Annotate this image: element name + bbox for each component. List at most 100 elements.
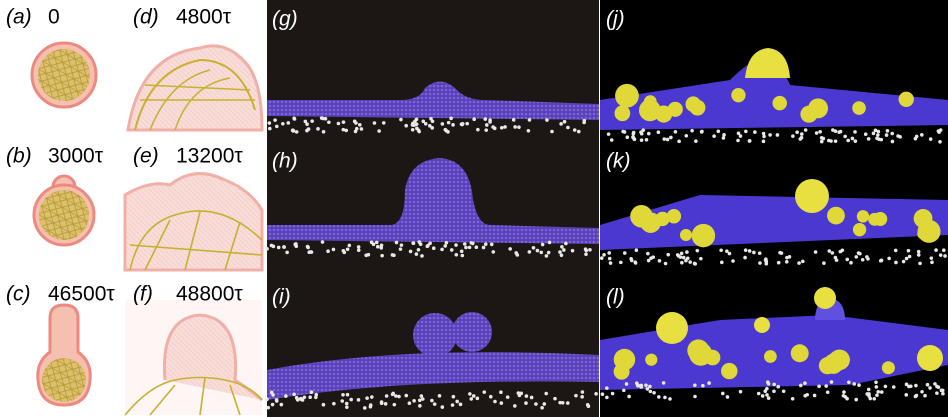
lipid-bead (528, 250, 532, 254)
lipid-bead (488, 120, 492, 124)
panel-label: (h) (272, 150, 298, 173)
lipid-bead (354, 130, 358, 134)
protein-patch (917, 228, 929, 240)
zoom-e (125, 174, 262, 270)
lipid-bead (424, 122, 428, 126)
lipid-bead (399, 247, 403, 251)
lipid-bead (679, 255, 683, 259)
protein-patch (873, 212, 887, 226)
lipid-bead (694, 139, 698, 143)
lipid-bead (830, 380, 834, 384)
lipid-bead (941, 392, 945, 396)
lipid-bead (817, 384, 821, 388)
panel-caption: 0 (48, 6, 60, 29)
lipid-bead (918, 262, 922, 266)
lipid-bead (426, 245, 430, 249)
lipid-bead (765, 393, 769, 397)
lipid-bead (721, 392, 725, 396)
lipid-bead (645, 138, 649, 142)
lipid-bead (693, 383, 697, 387)
lipid-bead (826, 391, 830, 395)
lipid-bead (370, 395, 374, 399)
lipid-bead (358, 123, 362, 127)
lipid-bead (851, 137, 855, 141)
lipid-bead (842, 394, 846, 398)
lipid-bead (322, 130, 326, 134)
lipid-bead (506, 395, 510, 399)
lipid-bead (268, 121, 272, 125)
lipid-bead (722, 133, 726, 137)
lipid-bead (459, 403, 463, 407)
lipid-bead (417, 248, 421, 252)
lipid-bead (627, 395, 631, 399)
lipid-bead (305, 129, 309, 133)
lipid-bead (409, 250, 413, 254)
lipid-bead (601, 392, 605, 396)
lipid-bead (528, 118, 532, 122)
lipid-bead (275, 125, 279, 129)
lipid-bead (772, 383, 776, 387)
lipid-bead (688, 260, 692, 264)
lipid-bead (314, 393, 318, 397)
bud-i1 (413, 313, 457, 357)
lipid-bead (332, 248, 336, 252)
lipid-bead (646, 252, 650, 256)
lipid-bead (399, 118, 403, 122)
lipid-bead (411, 128, 415, 132)
lipid-bead (384, 402, 388, 406)
lipid-bead (563, 120, 567, 124)
lipid-bead (928, 386, 932, 390)
lipid-bead (814, 250, 818, 254)
lipid-bead (748, 249, 752, 253)
protein-patch (614, 364, 630, 380)
lipid-bead (894, 261, 898, 265)
lipid-bead (412, 399, 416, 403)
lipid-bead (602, 253, 606, 257)
vesicle-b (34, 176, 94, 245)
lipid-bead (778, 251, 782, 255)
lipid-bead (908, 255, 912, 259)
lipid-bead (725, 249, 729, 253)
lipid-bead (280, 403, 284, 407)
lipid-bead (295, 244, 299, 248)
lipid-bead (610, 138, 614, 142)
lipid-bead (886, 129, 890, 133)
protein-patch (655, 105, 672, 122)
lipid-bead (308, 395, 312, 399)
lipid-bead (797, 261, 801, 265)
lipid-bead (445, 241, 449, 245)
lipid-bead (465, 122, 469, 126)
lipid-bead (571, 249, 575, 253)
lipid-bead (696, 249, 700, 253)
protein-patch (630, 205, 653, 228)
lipid-bead (639, 385, 643, 389)
lipid-bead (799, 384, 803, 388)
lipid-bead (609, 261, 613, 265)
lipid-bead (428, 242, 432, 246)
lipid-bead (680, 261, 684, 265)
lipid-bead (265, 247, 269, 251)
lipid-bead (441, 122, 445, 126)
vesicle-a (32, 43, 96, 107)
lipid-bead (880, 259, 884, 263)
lipid-bead (891, 140, 895, 144)
lipid-bead (657, 395, 661, 399)
lipid-bead (761, 394, 765, 398)
lipid-bead (573, 128, 577, 132)
lipid-bead (430, 399, 434, 403)
lipid-bead (513, 125, 517, 129)
lipid-bead (449, 117, 453, 121)
lipid-bead (316, 127, 320, 131)
protein-patch (791, 344, 809, 362)
lipid-bead (841, 248, 845, 252)
lipid-bead (854, 398, 858, 402)
lipid-bead (937, 130, 941, 134)
lipid-bead (340, 399, 344, 403)
protein-patch (852, 101, 866, 115)
lipid-bead (491, 250, 495, 254)
lipid-bead (902, 260, 906, 264)
lipid-bead (835, 258, 839, 262)
lipid-bead (765, 387, 769, 391)
lipid-bead (677, 140, 681, 144)
lipid-bead (854, 255, 858, 259)
